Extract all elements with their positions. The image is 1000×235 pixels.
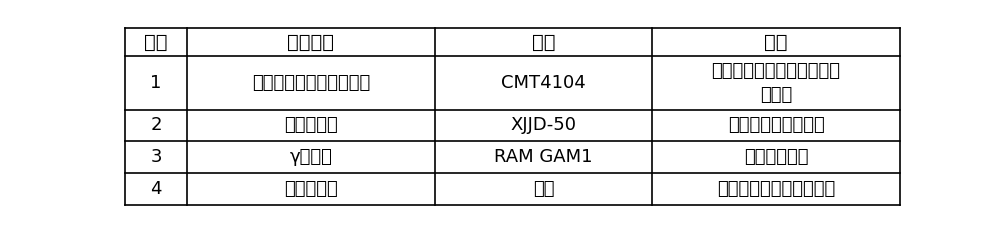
Text: XJJD-50: XJJD-50 xyxy=(511,117,576,134)
Text: 中子测试仪: 中子测试仪 xyxy=(284,180,338,198)
Text: 4: 4 xyxy=(150,180,162,198)
Text: 北京核仪器厂: 北京核仪器厂 xyxy=(744,148,808,166)
Text: 美斯特工业系统（中国）有
限公司: 美斯特工业系统（中国）有 限公司 xyxy=(712,62,841,104)
Text: γ计量仪: γ计量仪 xyxy=(290,148,332,166)
Text: RAM GAM1: RAM GAM1 xyxy=(494,148,593,166)
Text: 冲击试验机: 冲击试验机 xyxy=(284,117,338,134)
Text: 3: 3 xyxy=(150,148,162,166)
Text: 序号: 序号 xyxy=(144,33,168,52)
Text: 型号: 型号 xyxy=(532,33,555,52)
Text: 1: 1 xyxy=(150,74,162,92)
Text: 2: 2 xyxy=(150,117,162,134)
Text: 自制: 自制 xyxy=(533,180,554,198)
Text: CMT4104: CMT4104 xyxy=(501,74,586,92)
Text: 北京哈飞试验仪器厂: 北京哈飞试验仪器厂 xyxy=(728,117,824,134)
Text: 微机控制电子万能试验机: 微机控制电子万能试验机 xyxy=(252,74,370,92)
Text: 厂家: 厂家 xyxy=(764,33,788,52)
Text: 设备名称: 设备名称 xyxy=(288,33,334,52)
Text: 北京市射线应用研究中心: 北京市射线应用研究中心 xyxy=(717,180,835,198)
